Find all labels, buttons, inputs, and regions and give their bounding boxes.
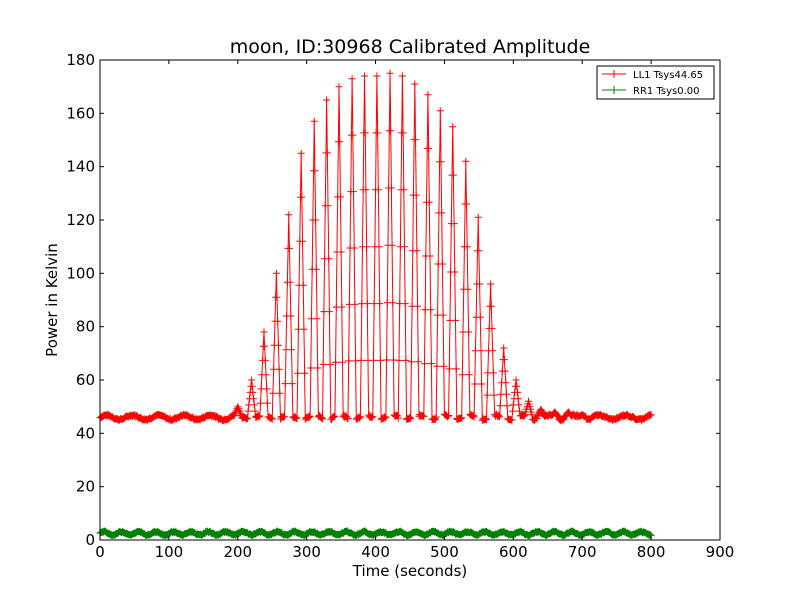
legend-marker-ll1 xyxy=(610,70,618,78)
y-tick-label: 100 xyxy=(66,264,95,282)
legend-label-ll1: LL1 Tsys44.65 xyxy=(633,70,703,81)
x-tick-label: 0 xyxy=(95,543,105,561)
y-tick-label: 120 xyxy=(66,211,95,229)
plot-frame xyxy=(99,59,721,541)
y-tick-label: 40 xyxy=(76,424,95,442)
y-tick-label: 60 xyxy=(76,371,95,389)
legend-marker-rr1 xyxy=(610,86,618,94)
plot-area xyxy=(100,60,720,540)
x-tick-label: 900 xyxy=(706,543,735,561)
y-tick-label: 80 xyxy=(76,318,95,336)
x-tick-label: 300 xyxy=(292,543,321,561)
x-tick-label: 700 xyxy=(568,543,597,561)
y-tick-label: 180 xyxy=(66,51,95,69)
y-tick-label: 140 xyxy=(66,158,95,176)
y-tick-label: 160 xyxy=(66,104,95,122)
ticks-layer: 0 100 200 300 400 500 600 700 800 900 0 20 40 60 80 100… xyxy=(66,51,734,561)
x-axis-label: Time (seconds) xyxy=(352,562,468,580)
x-tick-label: 600 xyxy=(499,543,528,561)
x-tick-label: 800 xyxy=(637,543,666,561)
x-tick-label: 500 xyxy=(430,543,459,561)
y-axis-label: Power in Kelvin xyxy=(43,243,61,357)
x-tick-label: 100 xyxy=(155,543,184,561)
series-layer xyxy=(96,69,655,540)
legend: LL1 Tsys44.65 RR1 Tsys0.00 xyxy=(596,65,715,100)
chart-title: moon, ID:30968 Calibrated Amplitude xyxy=(230,36,591,58)
legend-label-rr1: RR1 Tsys0.00 xyxy=(633,86,700,97)
y-tick-label: 20 xyxy=(76,478,95,496)
x-tick-label: 200 xyxy=(223,543,252,561)
legend-box xyxy=(596,65,715,100)
x-tick-label: 400 xyxy=(361,543,390,561)
y-tick-label: 0 xyxy=(85,531,95,549)
